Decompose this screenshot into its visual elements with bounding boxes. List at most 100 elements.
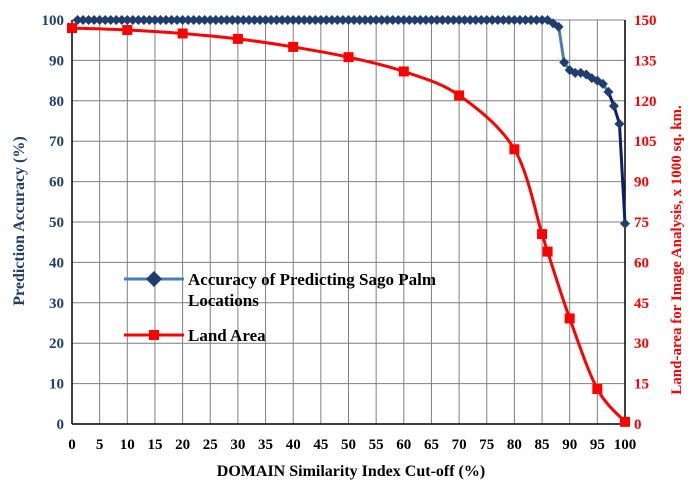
x-tick-label: 90 <box>562 437 577 453</box>
accuracy-point <box>288 15 299 25</box>
y-left-tick-label: 100 <box>42 13 65 29</box>
accuracy-point <box>454 15 465 25</box>
accuracy-point <box>221 15 232 25</box>
accuracy-point <box>608 101 619 112</box>
accuracy-point <box>293 15 304 25</box>
accuracy-point <box>255 15 266 25</box>
accuracy-point <box>122 15 133 25</box>
x-tick-label: 45 <box>313 437 328 453</box>
y-right-tick-label: 150 <box>634 13 657 29</box>
y-right-tick-label: 105 <box>634 134 657 150</box>
tick-labels: 0102030405060708090100015304560759010512… <box>42 13 657 453</box>
accuracy-point <box>459 15 470 25</box>
accuracy-point <box>337 15 348 25</box>
accuracy-point <box>415 15 426 25</box>
accuracy-point <box>194 15 205 25</box>
land-area-point <box>398 66 409 77</box>
accuracy-point <box>72 15 83 25</box>
accuracy-point <box>149 15 160 25</box>
legend-square-marker <box>149 330 159 340</box>
accuracy-point <box>138 15 149 25</box>
y-right-tick-label: 120 <box>634 94 657 110</box>
accuracy-point <box>570 67 581 78</box>
y-left-tick-label: 40 <box>49 255 64 271</box>
accuracy-point <box>597 78 608 89</box>
accuracy-point <box>100 15 111 25</box>
accuracy-point <box>343 15 354 25</box>
accuracy-point <box>205 15 216 25</box>
accuracy-point <box>332 15 343 25</box>
accuracy-point <box>431 15 442 25</box>
accuracy-point <box>326 15 337 25</box>
accuracy-point <box>83 15 94 25</box>
accuracy-point <box>465 15 476 25</box>
accuracy-point <box>487 15 498 25</box>
accuracy-point <box>476 15 487 25</box>
accuracy-point <box>426 15 437 25</box>
legend-land-area-label: Land Area <box>188 326 266 345</box>
accuracy-point <box>398 15 409 25</box>
land-area-point <box>122 24 133 35</box>
accuracy-point <box>376 15 387 25</box>
accuracy-point <box>525 15 536 25</box>
accuracy-point <box>89 15 100 25</box>
y-left-tick-label: 90 <box>49 53 64 69</box>
accuracy-point <box>409 15 420 25</box>
x-tick-label: 60 <box>396 437 411 453</box>
accuracy-point <box>310 15 321 25</box>
land-area-point <box>537 229 548 240</box>
x-tick-label: 15 <box>147 437 162 453</box>
accuracy-point <box>315 15 326 25</box>
accuracy-point <box>227 15 238 25</box>
x-tick-label: 55 <box>369 437 384 453</box>
x-tick-label: 85 <box>535 437 550 453</box>
accuracy-point <box>514 15 525 25</box>
land-area-point <box>542 246 553 257</box>
accuracy-point <box>393 15 404 25</box>
accuracy-point <box>172 15 183 25</box>
y-axis-right-title: Land-area for Image Analysis, x 1000 sq.… <box>669 105 685 395</box>
accuracy-point <box>166 15 177 25</box>
accuracy-point <box>116 15 127 25</box>
x-tick-label: 70 <box>452 437 467 453</box>
x-tick-label: 5 <box>96 437 104 453</box>
y-right-tick-label: 45 <box>634 296 649 312</box>
accuracy-point <box>183 15 194 25</box>
accuracy-point <box>553 21 564 32</box>
accuracy-point <box>188 15 199 25</box>
accuracy-point <box>199 15 210 25</box>
legend-accuracy-label-line2: Locations <box>188 291 259 310</box>
legend: Accuracy of Predicting Sago Palm Locatio… <box>124 270 436 345</box>
y-right-tick-label: 15 <box>634 377 649 393</box>
accuracy-point <box>299 15 310 25</box>
accuracy-point <box>509 15 520 25</box>
accuracy-point <box>111 15 122 25</box>
x-tick-label: 35 <box>258 437 273 453</box>
x-tick-label: 100 <box>614 437 637 453</box>
accuracy-point <box>161 15 172 25</box>
land-area-point <box>592 383 603 394</box>
accuracy-point <box>177 15 188 25</box>
legend-diamond-marker <box>146 271 162 287</box>
y-right-tick-label: 0 <box>634 417 642 433</box>
land-area-point <box>177 28 188 39</box>
accuracy-point <box>94 15 105 25</box>
accuracy-point <box>382 15 393 25</box>
accuracy-line-tail <box>607 91 627 224</box>
y-left-tick-label: 60 <box>49 175 64 191</box>
legend-accuracy-label-line1: Accuracy of Predicting Sago Palm <box>188 270 436 289</box>
accuracy-point <box>387 15 398 25</box>
y-left-tick-label: 20 <box>49 336 64 352</box>
land-area-point <box>343 52 354 63</box>
x-tick-label: 0 <box>68 437 76 453</box>
y-left-tick-label: 50 <box>49 215 64 231</box>
y-left-tick-label: 80 <box>49 94 64 110</box>
y-axis-left-title: Prediction Accuracy (%) <box>11 136 28 305</box>
accuracy-point <box>216 15 227 25</box>
accuracy-point <box>155 15 166 25</box>
accuracy-point <box>321 15 332 25</box>
y-left-tick-label: 10 <box>49 377 64 393</box>
y-left-tick-label: 30 <box>49 296 64 312</box>
accuracy-point <box>243 15 254 25</box>
y-right-tick-label: 30 <box>634 336 649 352</box>
